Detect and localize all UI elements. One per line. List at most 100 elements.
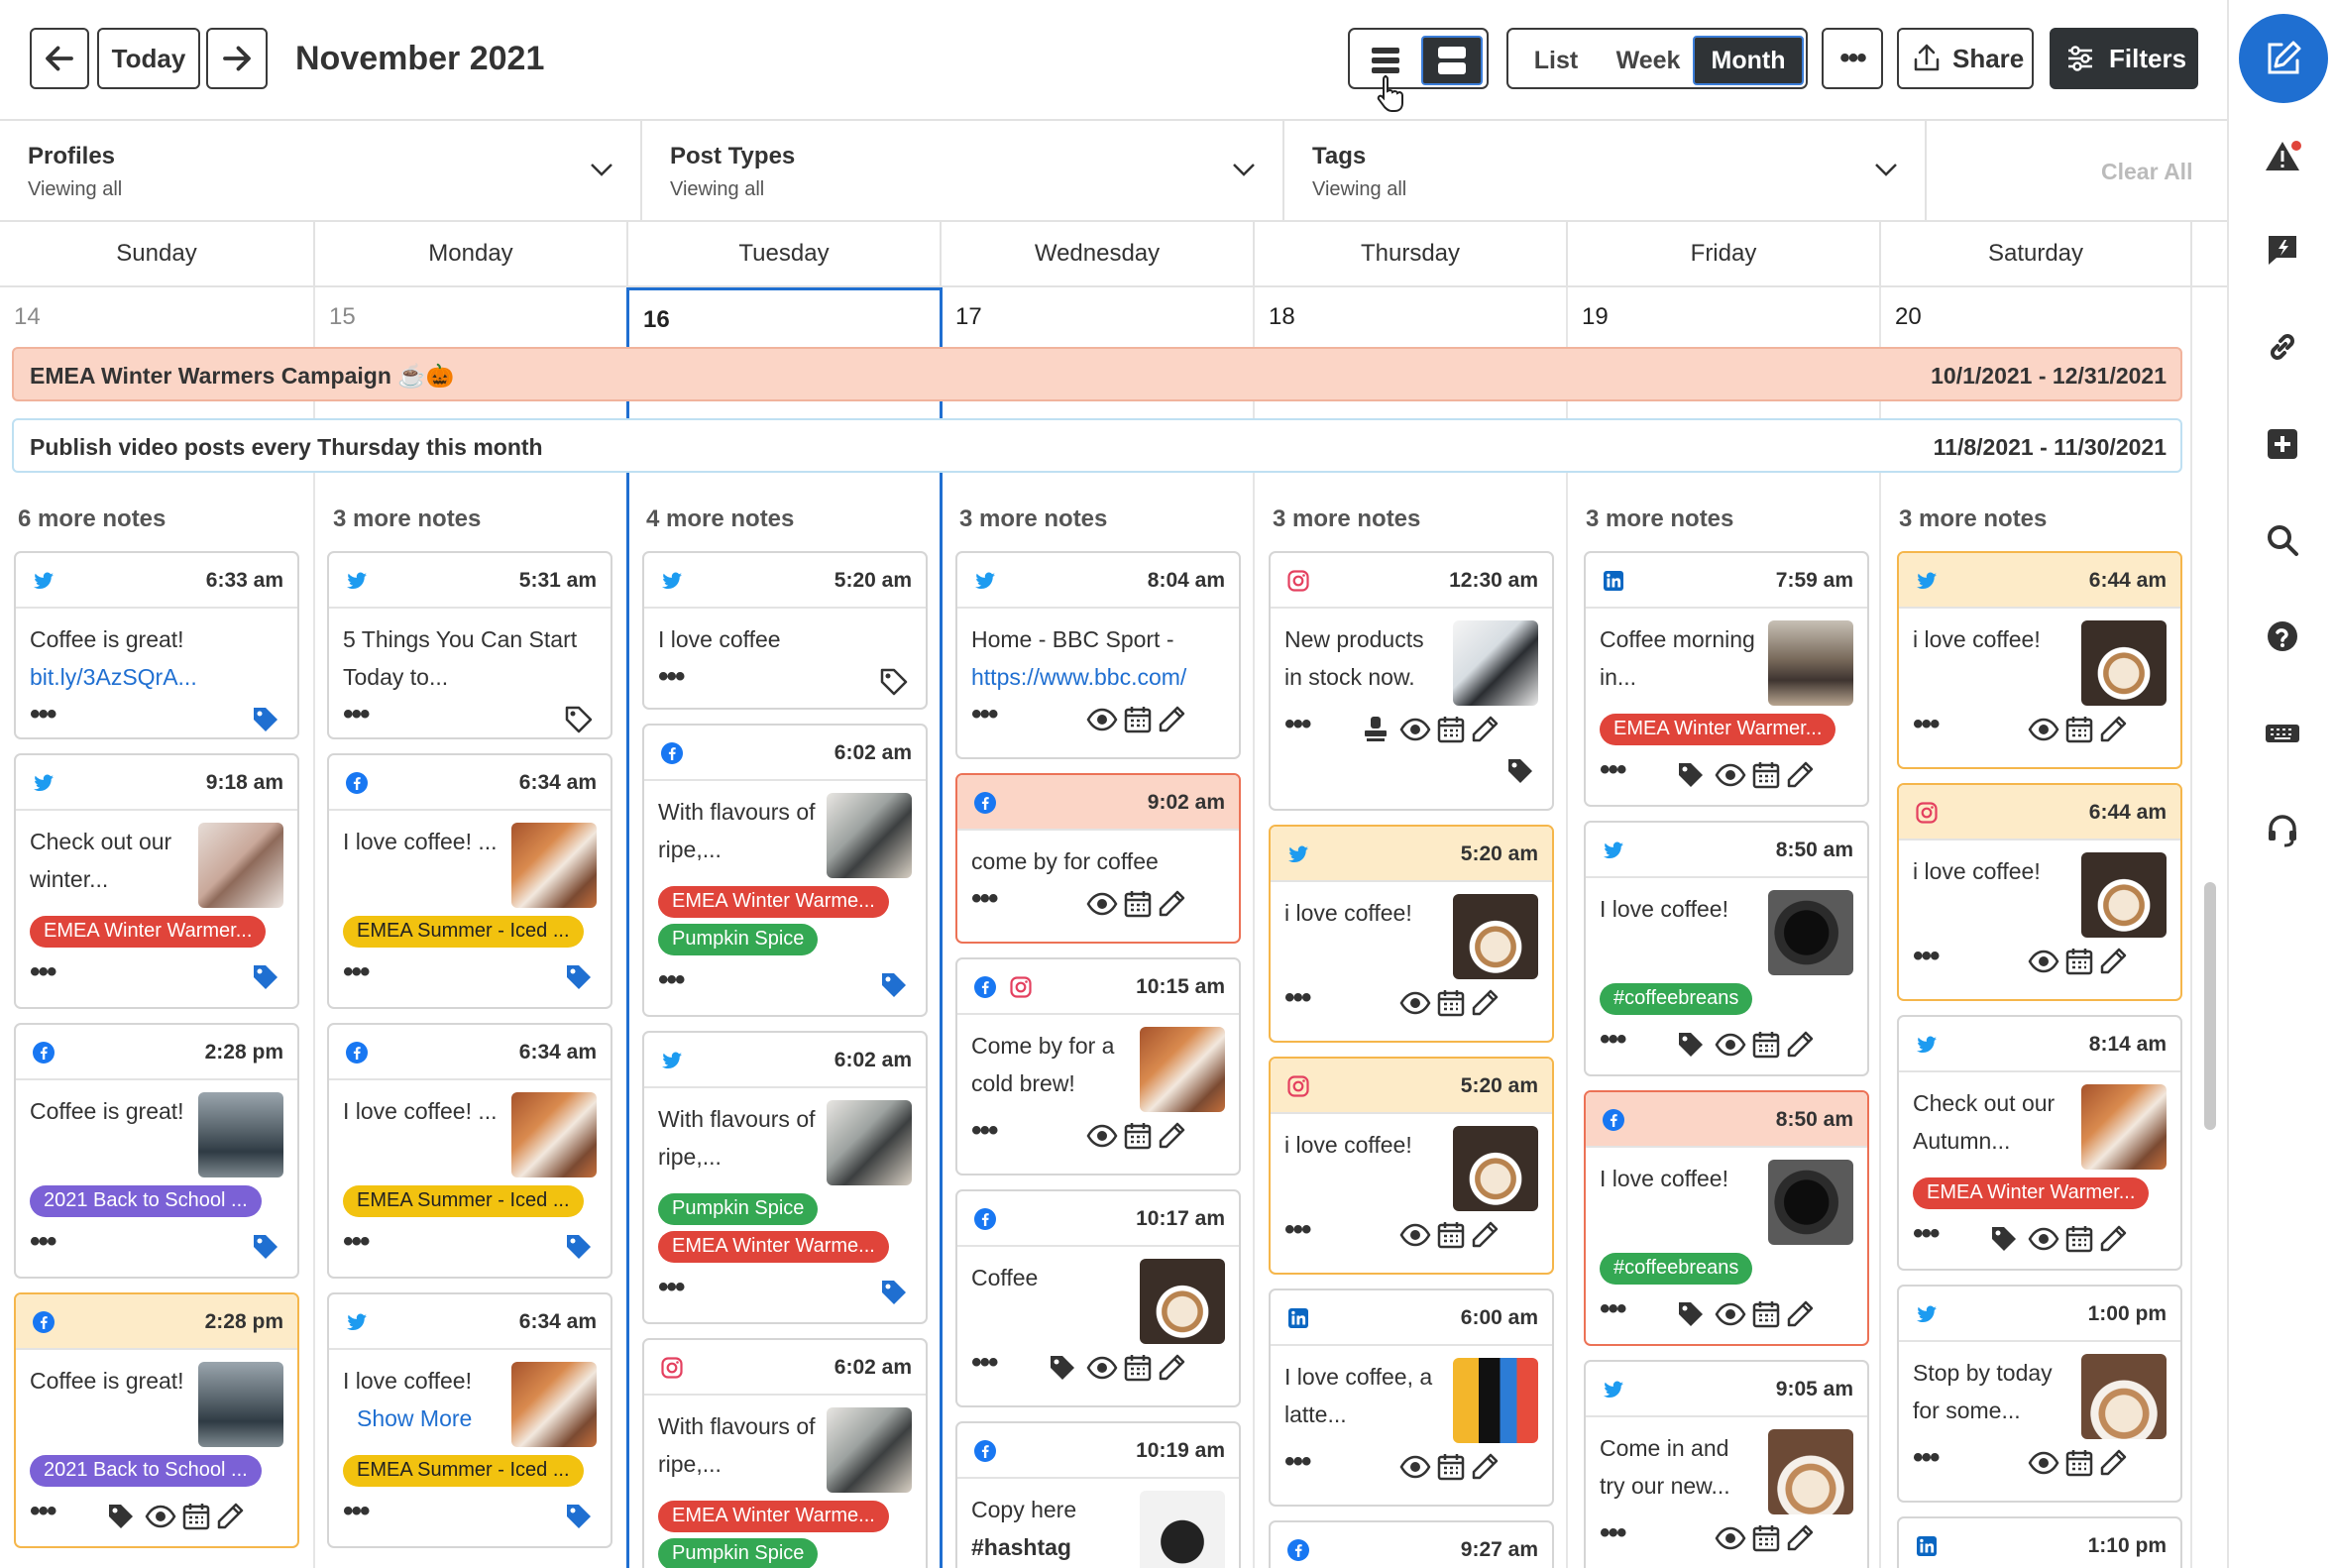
- post-thumbnail[interactable]: [827, 1407, 912, 1493]
- more-actions-icon[interactable]: •••: [1600, 1292, 1626, 1325]
- approve-stamp-icon[interactable]: [1360, 714, 1391, 745]
- more-actions-icon[interactable]: •••: [658, 963, 685, 996]
- support-icon[interactable]: [2263, 811, 2302, 850]
- more-actions-icon[interactable]: •••: [1600, 1516, 1626, 1549]
- more-actions-icon[interactable]: •••: [1913, 940, 1940, 972]
- tag-icon[interactable]: [878, 666, 910, 698]
- more-notes-link[interactable]: 3 more notes: [333, 505, 482, 532]
- post-card[interactable]: 6:34 am I love coffee! ... EMEA Summer - I…: [327, 753, 612, 1009]
- campaign-tag[interactable]: EMEA Winter Warmer...: [1913, 1177, 2150, 1209]
- post-thumbnail[interactable]: [1768, 620, 1853, 706]
- campaign-tag[interactable]: EMEA Winter Warme...: [658, 1501, 889, 1532]
- more-actions-icon[interactable]: •••: [971, 882, 998, 915]
- tag-icon[interactable]: [250, 1231, 281, 1263]
- more-notes-link[interactable]: 4 more notes: [646, 505, 795, 532]
- campaign-tag[interactable]: EMEA Winter Warmer...: [1600, 714, 1836, 745]
- post-card[interactable]: 6:02 am With flavours of ripe,... Pumpkin …: [642, 1031, 928, 1324]
- post-thumbnail[interactable]: [1140, 1491, 1225, 1568]
- edit-icon[interactable]: [1469, 1451, 1501, 1483]
- preview-icon[interactable]: [2028, 714, 2059, 745]
- more-actions-icon[interactable]: •••: [1600, 1023, 1626, 1056]
- post-link[interactable]: bit.ly/3AzSQrA...: [30, 664, 197, 690]
- reschedule-icon[interactable]: [1435, 714, 1467, 745]
- preview-icon[interactable]: [1086, 1352, 1118, 1384]
- campaign-tag[interactable]: #coffeebreans: [1600, 1253, 1753, 1285]
- post-card[interactable]: 2:28 pm Coffee is great! 2021 Back to Scho…: [14, 1023, 299, 1279]
- campaign-banner[interactable]: EMEA Winter Warmers Campaign ☕🎃 10/1/202…: [12, 347, 2182, 401]
- post-card[interactable]: 6:44 am i love coffee! •••: [1897, 551, 2182, 769]
- post-types-filter[interactable]: Post Types Viewing all: [642, 121, 1284, 220]
- preview-icon[interactable]: [1086, 704, 1118, 735]
- edit-icon[interactable]: [2097, 1447, 2129, 1479]
- post-card[interactable]: 5:20 am I love coffee •••: [642, 551, 928, 710]
- reschedule-icon[interactable]: [1122, 888, 1154, 920]
- tags-filter[interactable]: Tags Viewing all: [1284, 121, 1927, 220]
- preview-icon[interactable]: [1399, 1451, 1431, 1483]
- date-number[interactable]: 15: [315, 287, 628, 345]
- edit-icon[interactable]: [1469, 987, 1501, 1019]
- reschedule-icon[interactable]: [1750, 1029, 1782, 1061]
- campaign-tag[interactable]: Pumpkin Spice: [658, 1538, 819, 1568]
- reschedule-icon[interactable]: [1122, 1352, 1154, 1384]
- more-actions-icon[interactable]: •••: [1913, 1217, 1940, 1250]
- more-actions-icon[interactable]: •••: [30, 955, 56, 988]
- reschedule-icon[interactable]: [1122, 1120, 1154, 1152]
- post-thumbnail[interactable]: [1453, 1126, 1538, 1211]
- preview-icon[interactable]: [1715, 759, 1746, 791]
- date-number[interactable]: 18: [1255, 287, 1568, 345]
- reschedule-icon[interactable]: [1750, 1522, 1782, 1554]
- edit-icon[interactable]: [2097, 1223, 2129, 1255]
- more-actions-icon[interactable]: •••: [1600, 753, 1626, 786]
- post-thumbnail[interactable]: [1140, 1027, 1225, 1112]
- post-thumbnail[interactable]: [1768, 1429, 1853, 1514]
- keyboard-icon[interactable]: [2263, 714, 2302, 753]
- post-thumbnail[interactable]: [198, 1092, 283, 1177]
- more-actions-icon[interactable]: •••: [1913, 708, 1940, 740]
- clear-all-button[interactable]: Clear All: [2101, 159, 2193, 184]
- campaign-tag[interactable]: EMEA Summer - Iced ...: [343, 1185, 584, 1217]
- post-card[interactable]: 10:17 am Coffee •••: [955, 1189, 1241, 1407]
- edit-icon[interactable]: [1784, 759, 1816, 791]
- post-thumbnail[interactable]: [511, 823, 597, 908]
- preview-icon[interactable]: [145, 1501, 176, 1532]
- next-button[interactable]: [206, 28, 268, 89]
- post-thumbnail[interactable]: [1453, 620, 1538, 706]
- link-icon[interactable]: [2263, 327, 2302, 367]
- date-number[interactable]: 17: [942, 287, 1255, 345]
- campaign-tag[interactable]: Pumpkin Spice: [658, 924, 819, 955]
- more-options-button[interactable]: •••: [1822, 28, 1883, 89]
- edit-icon[interactable]: [1469, 714, 1501, 745]
- more-actions-icon[interactable]: •••: [30, 698, 56, 730]
- post-link[interactable]: https://www.bbc.com/: [971, 664, 1187, 690]
- post-card[interactable]: 9:27 am: [1269, 1520, 1554, 1568]
- tag-icon[interactable]: [1504, 755, 1536, 787]
- post-thumbnail[interactable]: [1453, 894, 1538, 979]
- more-actions-icon[interactable]: •••: [971, 1346, 998, 1379]
- prev-button[interactable]: [30, 28, 89, 89]
- preview-icon[interactable]: [2028, 946, 2059, 977]
- reschedule-icon[interactable]: [1750, 759, 1782, 791]
- edit-icon[interactable]: [214, 1501, 246, 1532]
- post-card[interactable]: 6:00 am I love coffee, a latte... •••: [1269, 1288, 1554, 1507]
- post-card[interactable]: 8:14 am Check out our Autumn... EMEA Winte…: [1897, 1015, 2182, 1271]
- reschedule-icon[interactable]: [180, 1501, 212, 1532]
- post-thumbnail[interactable]: [1768, 1160, 1853, 1245]
- tag-icon[interactable]: [250, 961, 281, 993]
- share-button[interactable]: Share: [1897, 28, 2034, 89]
- reschedule-icon[interactable]: [1435, 987, 1467, 1019]
- help-icon[interactable]: [2263, 616, 2302, 656]
- post-card[interactable]: 7:59 am Coffee morning in... EMEA Winter W…: [1584, 551, 1869, 807]
- tag-icon[interactable]: [563, 704, 595, 735]
- search-icon[interactable]: [2263, 520, 2302, 560]
- tag-icon[interactable]: [878, 969, 910, 1001]
- more-actions-icon[interactable]: •••: [30, 1225, 56, 1258]
- post-card[interactable]: 8:50 am I love coffee! #coffeebreans •••: [1584, 1090, 1869, 1346]
- post-thumbnail[interactable]: [1140, 1259, 1225, 1344]
- edit-icon[interactable]: [1156, 1352, 1187, 1384]
- more-actions-icon[interactable]: •••: [343, 1225, 370, 1258]
- more-actions-icon[interactable]: •••: [971, 698, 998, 730]
- edit-icon[interactable]: [1156, 888, 1187, 920]
- tag-icon[interactable]: [105, 1501, 137, 1532]
- post-card[interactable]: 6:02 am With flavours of ripe,... EMEA Win…: [642, 724, 928, 1017]
- post-thumbnail[interactable]: [827, 1100, 912, 1185]
